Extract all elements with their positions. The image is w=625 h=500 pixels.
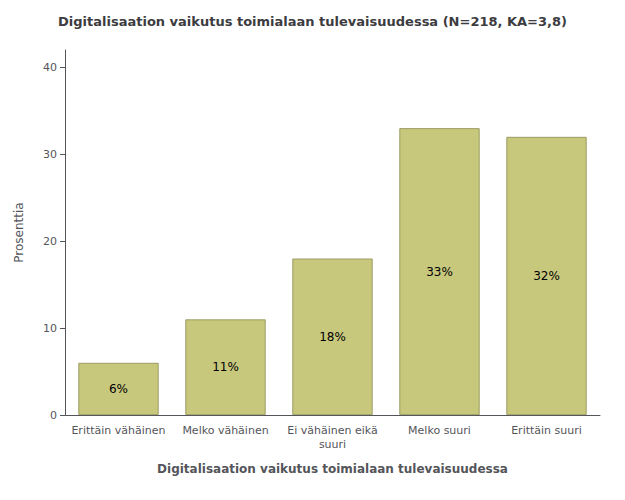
svg-text:10: 10	[43, 322, 57, 335]
svg-text:6%: 6%	[109, 382, 128, 396]
svg-text:Ei vähäinen eikä: Ei vähäinen eikä	[287, 424, 377, 437]
svg-text:Prosenttia: Prosenttia	[12, 202, 26, 262]
svg-text:32%: 32%	[533, 269, 560, 283]
svg-text:40: 40	[43, 61, 57, 74]
svg-text:18%: 18%	[319, 330, 346, 344]
svg-text:33%: 33%	[426, 265, 453, 279]
svg-text:Digitalisaation vaikutus toimi: Digitalisaation vaikutus toimialaan tule…	[58, 14, 567, 29]
svg-text:20: 20	[43, 235, 57, 248]
svg-text:30: 30	[43, 148, 57, 161]
svg-text:0: 0	[50, 409, 57, 422]
svg-text:suuri: suuri	[319, 438, 346, 451]
svg-text:Digitalisaation vaikutus toimi: Digitalisaation vaikutus toimialaan tule…	[157, 462, 508, 476]
svg-text:Melko suuri: Melko suuri	[408, 424, 471, 437]
svg-text:11%: 11%	[212, 360, 239, 374]
svg-text:Erittäin vähäinen: Erittäin vähäinen	[71, 424, 165, 437]
svg-text:Melko vähäinen: Melko vähäinen	[182, 424, 268, 437]
svg-text:Erittäin suuri: Erittäin suuri	[511, 424, 582, 437]
